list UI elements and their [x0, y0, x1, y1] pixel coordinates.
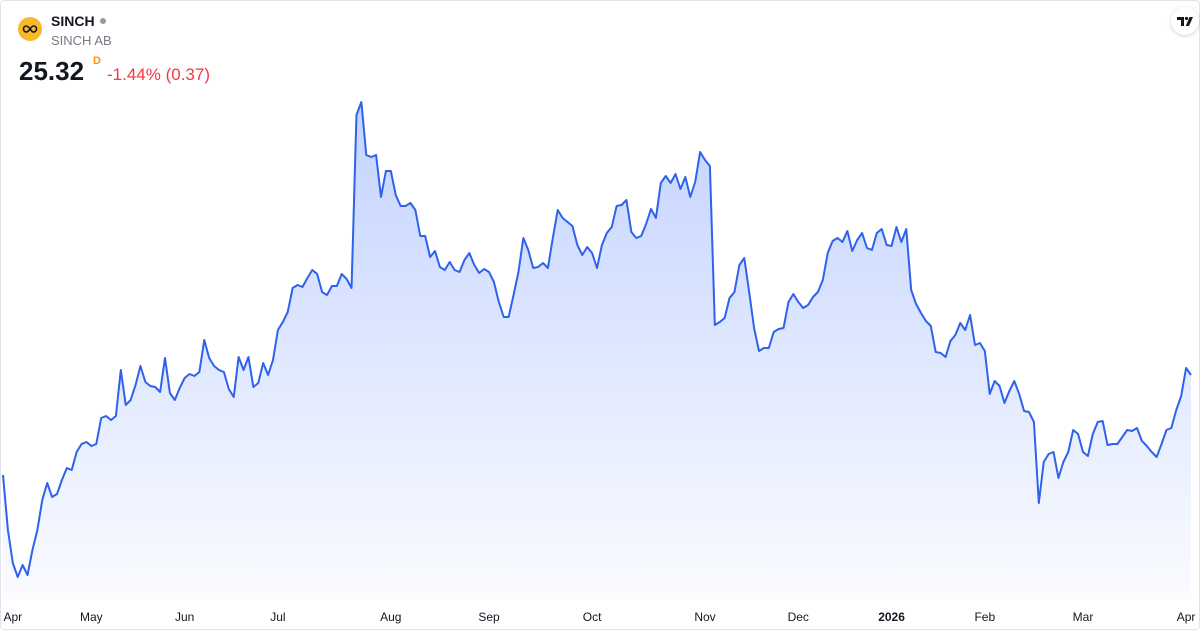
- x-tick-label: Mar: [1073, 610, 1094, 624]
- x-tick-label: May: [80, 610, 103, 624]
- area-fill: [3, 102, 1191, 600]
- symbol: SINCH: [51, 13, 95, 29]
- x-tick-label: Dec: [788, 610, 809, 624]
- x-tick-label: Apr: [3, 610, 22, 624]
- price-change: -1.44% (0.37): [107, 65, 210, 84]
- tradingview-logo[interactable]: [1171, 7, 1199, 35]
- x-tick-label: Apr: [1177, 610, 1196, 624]
- x-tick-label: Jun: [175, 610, 194, 624]
- symbol-logo: [18, 17, 42, 41]
- x-tick-label: 2026: [878, 610, 905, 624]
- last-price: 25.32: [19, 56, 85, 86]
- x-tick-label: Nov: [694, 610, 715, 624]
- x-tick-label: Oct: [583, 610, 602, 624]
- status-dot: [99, 18, 106, 24]
- x-tick-label: Sep: [478, 610, 500, 624]
- x-tick-label: Feb: [974, 610, 995, 624]
- interval: D: [93, 55, 101, 67]
- symbol-row: SINCH: [51, 13, 106, 29]
- tradingview-icon: [1177, 16, 1193, 26]
- price-line: [2, 101, 1192, 578]
- x-tick-label: Jul: [270, 610, 285, 624]
- company-name: SINCH AB: [51, 33, 112, 48]
- x-tick-label: Aug: [380, 610, 401, 624]
